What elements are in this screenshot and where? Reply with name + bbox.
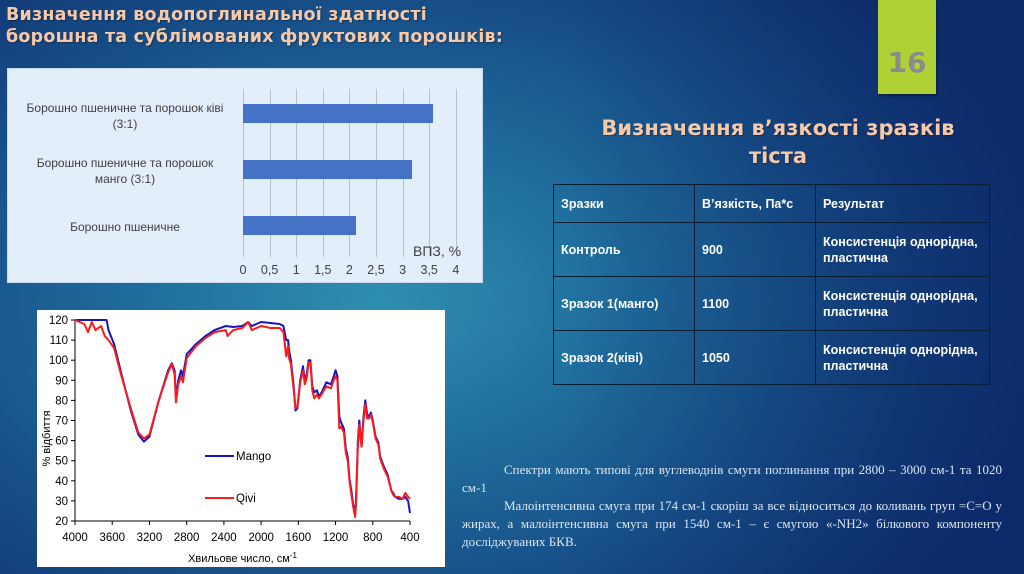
x-tick-label: 2000 — [248, 532, 274, 544]
slide-title-right: Визначення в’язкості зразків тіста — [548, 114, 1008, 170]
slide-title-left: Визначення водопоглинальної здатності бо… — [6, 4, 566, 48]
bar-tick-label: 3 — [399, 263, 407, 277]
bar-label-mango: Борошно пшеничне та порошок манго (3:1) — [10, 155, 240, 187]
table-header-cell: В’язкість, Па*с — [694, 184, 816, 223]
table-cell-result: Консистенція однорідна, пластична — [815, 222, 990, 277]
description-paragraph: Малоінтенсивна смуга при 174 см-1 скоріш… — [462, 498, 1002, 549]
table-header-cell: Зразки — [553, 184, 695, 223]
x-tick-label: 4000 — [62, 532, 88, 544]
description-paragraph: Спектри мають типові для вуглеводнів сму… — [462, 462, 1002, 495]
table-cell-viscosity: 1050 — [694, 330, 816, 385]
bar-gridline — [429, 89, 431, 257]
water-absorption-bar-chart: Борошно пшеничне та порошок ківі (3:1) Б… — [7, 68, 483, 283]
table-cell-result: Консистенція однорідна, пластична — [815, 276, 990, 331]
table-cell-viscosity: 1100 — [694, 276, 816, 331]
x-tick-label: 1600 — [286, 532, 312, 544]
y-tick-label: 60 — [55, 436, 68, 448]
title-right-line1: Визначення в’язкості зразків — [601, 116, 955, 140]
bar — [243, 160, 412, 179]
title-left-line2: борошна та сублімованих фруктових порошк… — [6, 27, 504, 47]
x-tick-label: 400 — [400, 532, 419, 544]
table-cell-sample: Зразок 2(ківі) — [553, 330, 695, 385]
y-tick-label: 30 — [55, 496, 68, 508]
x-tick-label: 2400 — [211, 532, 237, 544]
bar-axis-title: ВПЗ, % — [413, 243, 462, 259]
table-cell-viscosity: 900 — [694, 222, 816, 277]
y-tick-label: 90 — [55, 375, 68, 387]
bar-tick-label: 2 — [345, 263, 353, 277]
bar-tick-label: 0,5 — [260, 263, 279, 277]
bar-label-flour: Борошно пшеничне — [10, 219, 240, 235]
spectrum-description: Спектри мають типові для вуглеводнів сму… — [462, 461, 1002, 551]
bar-tick-label: 1,5 — [314, 263, 332, 277]
spectrum-plot: 20 30 40 50 60 70 80 90 100 110 120 4000 3600 3200 280… — [41, 315, 420, 565]
bar-gridline — [455, 89, 457, 257]
y-tick-label: 40 — [55, 476, 68, 488]
table-header-row: Зразки В’язкість, Па*с Результат — [553, 184, 990, 223]
x-tick-label: 3200 — [137, 532, 163, 544]
bar — [243, 216, 357, 235]
bar-tick-label: 3,5 — [420, 263, 438, 277]
slide-number: 16 — [887, 46, 927, 79]
ir-spectrum-chart: 20 30 40 50 60 70 80 90 100 110 120 4000 3600 3200 280… — [37, 310, 445, 567]
bar-label-line: Борошно пшеничне та порошок ківі — [26, 101, 224, 115]
x-axis-title: Хвильове число, см-1 — [188, 551, 297, 565]
y-axis-title: % відбиття — [41, 410, 53, 466]
table-header-cell: Результат — [815, 184, 990, 223]
spectrum-line-mango — [75, 319, 411, 514]
bar-tick-label: 2,5 — [367, 263, 385, 277]
y-tick-label: 70 — [55, 416, 68, 428]
bar-label-line: манго (3:1) — [94, 172, 156, 186]
viscosity-table: Зразки В’язкість, Па*с Результат Контрол… — [553, 184, 990, 385]
bar — [243, 104, 434, 123]
title-left-line1: Визначення водопоглинальної здатності — [6, 5, 427, 25]
title-right-line2: тіста — [748, 144, 808, 168]
table-row: Зразок 2(ківі) 1050 Консистенція однорід… — [553, 330, 990, 385]
slide-number-box: 16 — [878, 0, 936, 94]
bar-label-line: Борошно пшеничне — [70, 220, 180, 234]
table-cell-result: Консистенція однорідна, пластична — [815, 330, 990, 385]
bar-label-line: (3:1) — [112, 117, 138, 131]
y-tick-label: 120 — [49, 315, 68, 327]
table-cell-sample: Контроль — [553, 222, 695, 277]
x-tick-label: 2800 — [174, 532, 200, 544]
bar-tick-label: 1 — [292, 263, 300, 277]
bar-tick-label: 4 — [452, 263, 460, 277]
x-tick-label: 1200 — [323, 532, 349, 544]
spectrum-line-qivi — [74, 319, 411, 518]
y-tick-label: 80 — [55, 395, 68, 407]
table-row: Зразок 1(манго) 1100 Консистенція однорі… — [553, 276, 990, 331]
y-tick-label: 100 — [49, 355, 68, 367]
bar-label-kiwi: Борошно пшеничне та порошок ківі (3:1) — [10, 100, 240, 132]
x-tick-label: 3600 — [99, 532, 125, 544]
bar-label-line: Борошно пшеничне та порошок — [36, 156, 214, 170]
y-tick-label: 110 — [50, 335, 68, 347]
bar-tick-label: 0 — [239, 263, 247, 277]
y-tick-label: 50 — [55, 456, 68, 468]
table-row: Контроль 900 Консистенція однорідна, пла… — [553, 222, 990, 277]
legend-label-mango: Mango — [236, 451, 271, 463]
legend-label-qivi: Qivi — [236, 493, 256, 505]
x-tick-label: 800 — [363, 532, 382, 544]
y-tick-label: 20 — [55, 516, 68, 528]
table-cell-sample: Зразок 1(манго) — [553, 276, 695, 331]
